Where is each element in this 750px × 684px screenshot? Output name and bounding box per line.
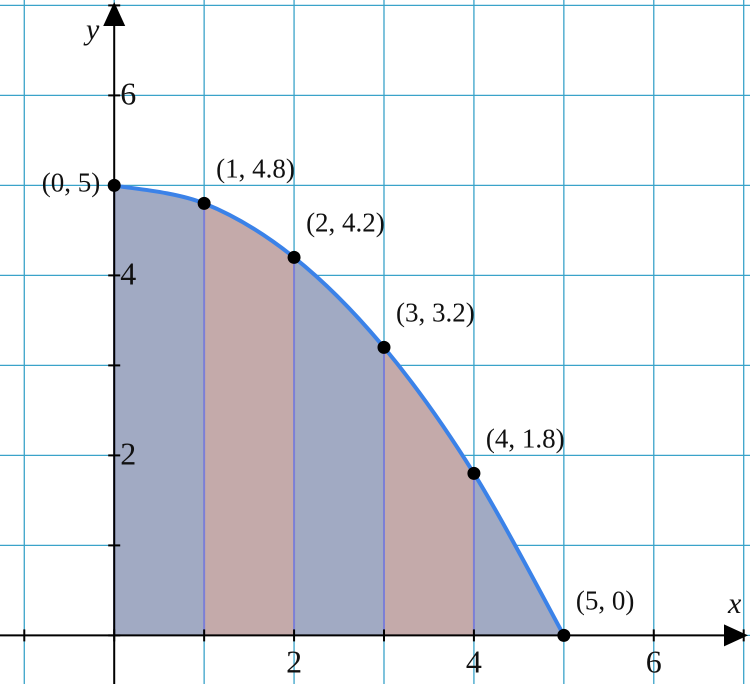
point [377,340,391,354]
y-tick-label: 4 [120,256,136,292]
strips [113,185,564,636]
x-axis-arrow [724,624,748,647]
strip [294,257,384,636]
x-tick-label: 6 [646,644,662,680]
point-label: (5, 0) [576,586,634,616]
strip [383,347,474,636]
marks: (0, 5) (1, 4.8) (2, 4.2) (3, 3.2) (4, 1.8) (5… [42,154,634,642]
point [197,196,211,210]
x-tick-label: 2 [286,644,302,680]
point-label: (3, 3.2) [396,298,475,328]
point [557,628,571,642]
point [467,466,481,480]
point-label: (4, 1.8) [486,424,565,454]
x-axis-label: x [727,587,742,620]
point-label: (0, 5) [42,168,100,198]
strip [204,203,295,636]
strip [114,185,205,636]
point [107,178,121,192]
y-axis-label: y [83,13,100,46]
point-label: (2, 4.2) [306,208,385,238]
y-tick-label: 2 [120,436,136,472]
point-label: (1, 4.8) [216,154,295,184]
y-tick-label: 6 [120,76,136,112]
point [287,250,301,264]
x-tick-label: 4 [466,644,482,680]
y-axis-arrow [103,2,126,26]
